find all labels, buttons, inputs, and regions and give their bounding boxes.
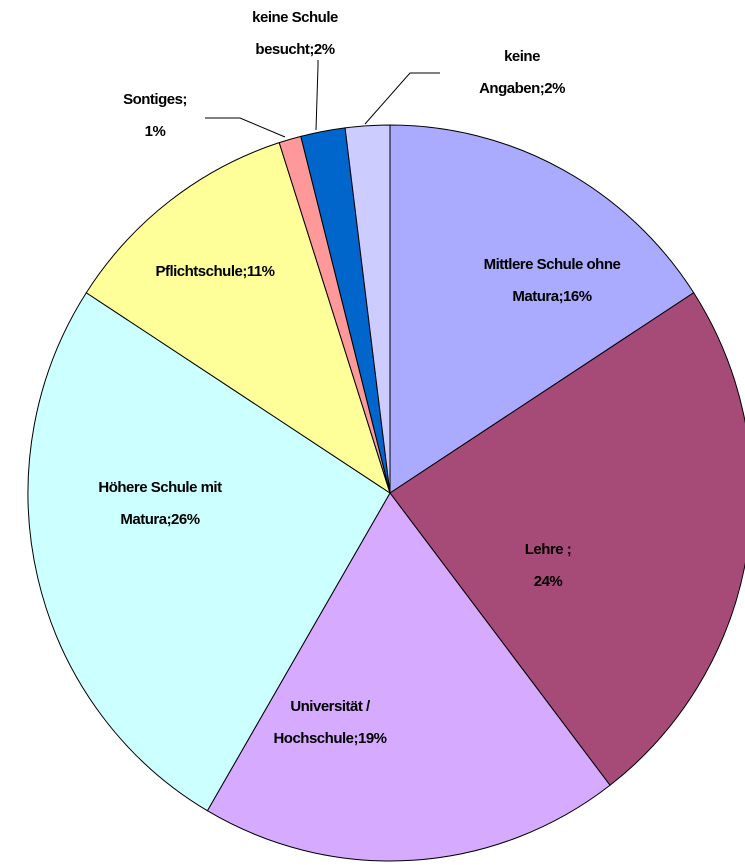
data-label-line: keine Schule	[252, 9, 338, 26]
pie-slice	[206, 492, 611, 862]
data-label-line: Matura;16%	[512, 288, 591, 305]
data-label-line: Lehre ;	[525, 541, 572, 558]
data-label-line: Matura;26%	[120, 511, 199, 528]
data-label-line: Angaben;2%	[479, 80, 565, 97]
pie-slice	[27, 292, 391, 812]
data-label: Sontiges; 1%	[123, 91, 187, 140]
leader-line	[364, 72, 440, 125]
data-label-line: Sontiges;	[123, 91, 187, 108]
pie-slice	[344, 124, 391, 494]
data-label-line: Höhere Schule mit	[98, 479, 222, 496]
data-label-line: besucht;2%	[255, 41, 334, 58]
pie-slice	[85, 142, 391, 495]
data-label: keine Angaben;2%	[479, 48, 565, 97]
data-label: Universität / Hochschule;19%	[273, 698, 386, 747]
data-label: keine Schule besucht;2%	[252, 9, 338, 58]
leader-line	[205, 117, 286, 138]
leader-line	[315, 60, 319, 131]
data-label-line: 24%	[534, 573, 563, 590]
data-label-line: 1%	[145, 123, 166, 140]
pie-slice	[389, 124, 695, 494]
pie-slice	[389, 292, 745, 786]
data-label: Höhere Schule mit Matura;26%	[98, 479, 222, 528]
data-label: Lehre ; 24%	[525, 541, 572, 590]
data-label-line: Pflichtschule;11%	[155, 263, 274, 280]
data-label-line: Mittlere Schule ohne	[484, 256, 621, 273]
data-label: Pflichtschule;11%	[155, 263, 274, 280]
data-label-line: Universität /	[290, 698, 371, 715]
data-label-line: Hochschule;19%	[273, 730, 386, 747]
data-label: Mittlere Schule ohne Matura;16%	[484, 256, 621, 305]
data-label-line: keine	[504, 48, 540, 65]
